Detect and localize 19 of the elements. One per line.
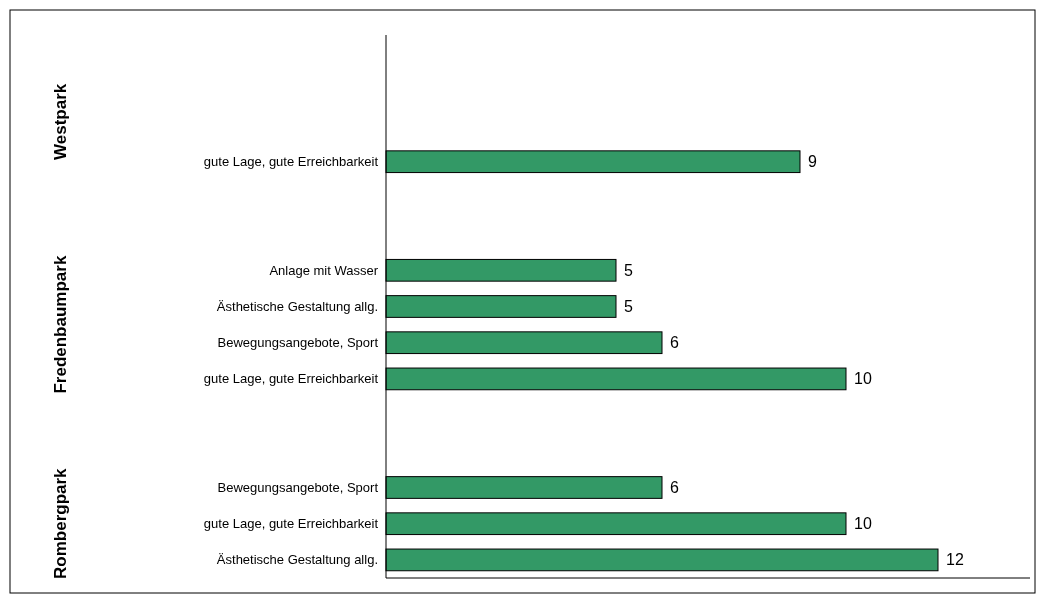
y-tick-label: gute Lage, gute Erreichbarkeit xyxy=(203,154,379,170)
y-tick-label: Anlage mit Wasser xyxy=(269,262,379,278)
data-label: 5 xyxy=(624,298,633,315)
text: Westpark xyxy=(51,83,70,160)
text: Rombergpark xyxy=(51,467,70,579)
data-label: 6 xyxy=(670,334,679,352)
data-label: 9 xyxy=(808,153,817,171)
y-tick-label: Bewegungsangebote, Sport xyxy=(217,480,379,495)
data-label: 12 xyxy=(946,551,964,569)
y-tick-label: gute Lage, gute Erreichbarkeit xyxy=(203,516,379,532)
y-tick-label: Bewegungsangebote, Sport xyxy=(217,335,379,351)
data-label: 6 xyxy=(670,479,679,496)
data-label: 5 xyxy=(624,261,633,279)
text: Fredenbaumpark xyxy=(51,255,70,394)
y-tick-label: Ästhetische Gestaltung allg. xyxy=(216,299,378,314)
data-label: 10 xyxy=(854,515,872,533)
data-label: 10 xyxy=(854,370,872,388)
y-tick-label: gute Lage, gute Erreichbarkeit xyxy=(203,371,379,387)
y-tick-label: Ästhetische Gestaltung allg. xyxy=(216,552,378,568)
